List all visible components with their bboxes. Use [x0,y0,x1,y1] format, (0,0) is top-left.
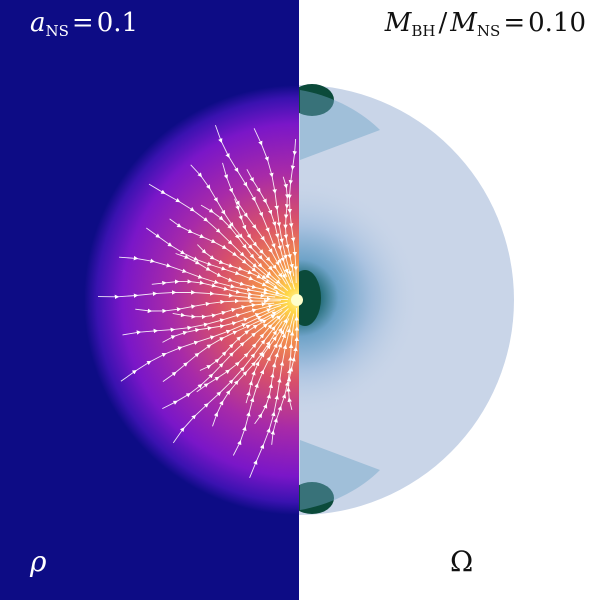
density-core [291,294,303,306]
omega-core-gradient [299,178,419,418]
streamline [135,298,282,314]
omega-bottom-shading [300,440,380,510]
omega-quantity-label: Ω [450,545,474,578]
streamline [287,138,299,284]
density-quantity-label: ρ [30,545,47,578]
omega-bottom-pole [299,482,334,514]
omega-top-pole [299,84,334,116]
omega-top-shading [300,90,380,160]
mass-ratio-label: MBH / MNS = 0.10 [384,8,586,40]
velocity-streamlines [97,124,299,478]
spin-parameter-label: aNS = 0.1 [30,8,139,40]
omega-core [299,270,321,326]
